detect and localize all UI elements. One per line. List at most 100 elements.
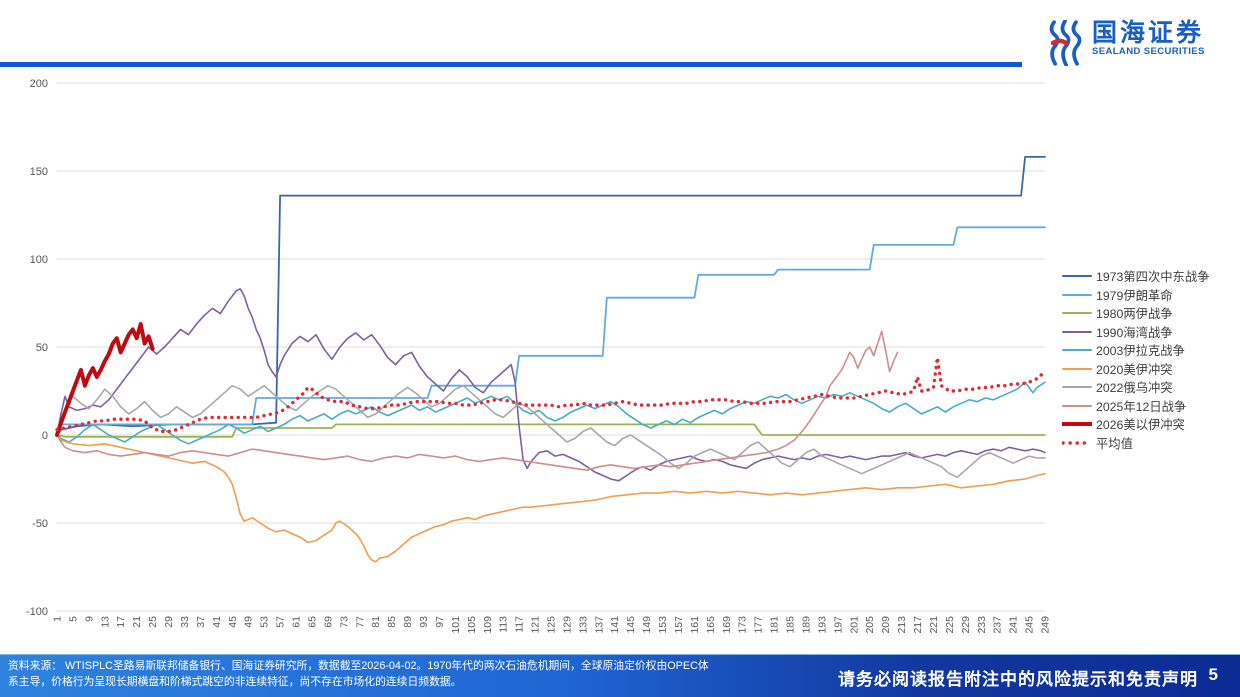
x-tick-label: 113 xyxy=(498,616,510,633)
x-tick-label: 189 xyxy=(800,616,812,634)
brand-name-en: SEALAND SECURITIES xyxy=(1092,46,1205,57)
x-tick-label: 21 xyxy=(131,616,143,628)
x-tick-label: 93 xyxy=(418,616,430,628)
chart-legend: 1973第四次中东战争 1979伊朗革命 1980两伊战争 1990海湾战争 2003伊… xyxy=(1062,267,1209,452)
x-tick-label: 153 xyxy=(657,616,669,634)
series-line-8 xyxy=(55,322,155,437)
legend-item: 2003伊拉克战争 xyxy=(1062,341,1209,360)
x-tick-label: 77 xyxy=(354,616,366,628)
x-tick-label: 233 xyxy=(976,616,988,634)
legend-label: 平均值 xyxy=(1096,436,1133,451)
x-tick-label: 29 xyxy=(163,616,175,628)
x-tick-label: 193 xyxy=(816,616,828,634)
legend-swatch xyxy=(1062,441,1092,445)
legend-swatch xyxy=(1062,404,1092,407)
legend-label: 1979伊朗革命 xyxy=(1096,288,1173,303)
x-tick-label: 125 xyxy=(546,616,558,634)
legend-item: 1979伊朗革命 xyxy=(1062,286,1209,305)
legend-item: 1990海湾战争 xyxy=(1062,323,1209,342)
x-tick-label: 249 xyxy=(1040,616,1052,634)
page-number: 5 xyxy=(1208,665,1218,684)
y-tick-label: 150 xyxy=(30,166,48,178)
x-tick-label: 9 xyxy=(83,616,95,622)
legend-item: 平均值 xyxy=(1062,434,1209,453)
x-tick-label: 49 xyxy=(243,616,255,628)
x-tick-label: 121 xyxy=(530,616,542,634)
x-tick-label: 89 xyxy=(402,616,414,628)
x-tick-label: 181 xyxy=(769,616,781,634)
x-tick-label: 53 xyxy=(259,616,271,628)
x-tick-label: 13 xyxy=(99,616,111,628)
series-line-9 xyxy=(55,355,1047,434)
y-tick-label: 200 xyxy=(30,78,48,90)
brand-name-cn: 国海证券 xyxy=(1092,19,1205,47)
footer-disclaimer: 请务必阅读报告附注中的风险提示和免责声明 xyxy=(838,670,1198,689)
x-tick-label: 237 xyxy=(992,616,1004,634)
legend-swatch xyxy=(1062,367,1092,370)
x-tick-label: 81 xyxy=(370,616,382,628)
x-tick-label: 177 xyxy=(753,616,765,634)
x-tick-label: 149 xyxy=(641,616,653,634)
legend-item: 2025年12日战争 xyxy=(1062,397,1209,416)
legend-swatch xyxy=(1062,330,1092,333)
x-tick-label: 209 xyxy=(880,616,892,634)
x-tick-label: 173 xyxy=(737,616,749,634)
x-tick-label: 25 xyxy=(147,616,159,628)
legend-item: 2022俄乌冲突 xyxy=(1062,378,1209,397)
x-tick-label: 245 xyxy=(1024,616,1036,634)
footer-source-note: 资料来源： WTISPLC圣路易斯联邦储备银行、国海证券研究所，数据截至2026… xyxy=(8,660,709,688)
x-tick-label: 185 xyxy=(785,616,797,634)
x-tick-label: 17 xyxy=(115,616,127,628)
series-line-2 xyxy=(56,423,1046,438)
series-line-5 xyxy=(56,434,1046,563)
legend-swatch xyxy=(1062,386,1092,389)
x-tick-label: 137 xyxy=(593,616,605,634)
y-tick-label: -100 xyxy=(26,606,48,618)
x-tick-label: 133 xyxy=(577,616,589,634)
legend-item: 2020美伊冲突 xyxy=(1062,360,1209,379)
x-tick-label: 141 xyxy=(609,616,621,634)
x-tick-label: 1 xyxy=(52,616,64,622)
y-tick-label: 0 xyxy=(42,430,48,442)
x-tick-label: 129 xyxy=(561,616,573,634)
x-tick-label: 197 xyxy=(832,616,844,634)
x-tick-label: 105 xyxy=(466,616,478,634)
y-tick-label: 100 xyxy=(30,254,48,266)
x-tick-label: 169 xyxy=(721,616,733,634)
legend-label: 2026美以伊冲突 xyxy=(1096,418,1185,433)
x-tick-label: 217 xyxy=(912,616,924,634)
legend-item: 2026美以伊冲突 xyxy=(1062,415,1209,434)
x-tick-label: 205 xyxy=(864,616,876,634)
x-tick-label: 57 xyxy=(275,616,287,628)
y-tick-label: -50 xyxy=(32,518,48,530)
legend-label: 2003伊拉克战争 xyxy=(1096,344,1185,359)
x-tick-label: 85 xyxy=(386,616,398,628)
legend-item: 1980两伊战争 xyxy=(1062,304,1209,323)
x-tick-label: 65 xyxy=(306,616,318,628)
footer-bar: 资料来源： WTISPLC圣路易斯联邦储备银行、国海证券研究所，数据截至2026… xyxy=(0,654,1240,697)
x-tick-label: 45 xyxy=(227,616,239,628)
header-divider xyxy=(0,62,1022,67)
x-tick-label: 161 xyxy=(689,616,701,634)
x-tick-label: 165 xyxy=(705,616,717,634)
x-tick-label: 5 xyxy=(67,616,79,622)
x-tick-label: 33 xyxy=(179,616,191,628)
x-tick-label: 73 xyxy=(338,616,350,628)
x-tick-label: 201 xyxy=(848,616,860,634)
series-line-4 xyxy=(56,381,1046,445)
x-tick-label: 41 xyxy=(211,616,223,628)
x-tick-label: 213 xyxy=(896,616,908,634)
x-tick-label: 145 xyxy=(625,616,637,634)
x-tick-label: 157 xyxy=(673,616,685,634)
x-tick-label: 37 xyxy=(195,616,207,628)
x-tick-label: 101 xyxy=(450,616,462,634)
x-tick-label: 97 xyxy=(434,616,446,628)
brand-logo: 国海证券 SEALAND SECURITIES xyxy=(1046,20,1205,66)
sealand-logo-icon xyxy=(1049,20,1082,66)
legend-swatch xyxy=(1062,312,1092,315)
legend-item: 1973第四次中东战争 xyxy=(1062,267,1209,286)
legend-swatch xyxy=(1062,422,1092,427)
x-tick-label: 109 xyxy=(482,616,494,634)
series-line-3 xyxy=(56,288,1046,482)
